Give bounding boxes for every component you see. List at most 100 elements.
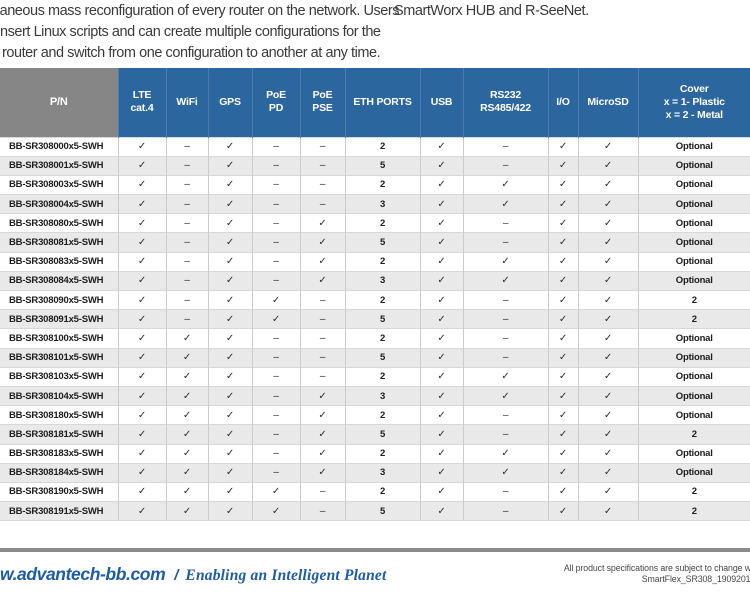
check-mark: ✓	[577, 405, 638, 425]
check-mark: ✓	[419, 405, 463, 425]
pn-cell: BB-SR308080x5-SWH	[0, 213, 118, 233]
value-cell: 5	[344, 424, 420, 444]
check-mark: ✓	[577, 213, 638, 233]
value-cell: Optional	[637, 328, 750, 349]
check-mark: ✓	[117, 501, 166, 522]
check-mark: ✓	[577, 501, 638, 522]
value-cell: Optional	[637, 405, 750, 425]
check-mark: ✓	[419, 481, 463, 502]
value-cell: Optional	[637, 155, 750, 176]
column-header-p-n: P/N	[0, 68, 118, 137]
value-cell: 3	[344, 194, 420, 214]
check-mark: ✓	[547, 194, 578, 214]
dash-mark: –	[251, 328, 300, 349]
table-row: BB-SR308091x5-SWH ✓ – ✓ ✓ –5 ✓ – ✓ ✓ 2	[0, 309, 750, 329]
check-mark: ✓	[547, 347, 578, 368]
table-row: BB-SR308081x5-SWH ✓ – ✓ – ✓ 5 ✓ – ✓ ✓ Optional	[0, 232, 750, 253]
check-mark: ✓	[547, 174, 578, 195]
dash-mark: –	[251, 213, 300, 233]
value-cell: Optional	[637, 251, 750, 272]
dash-mark: –	[165, 232, 208, 253]
dash-mark: –	[462, 328, 548, 349]
intro-line-1: taneous mass reconfiguration of every ro…	[0, 3, 400, 19]
dash-mark: –	[462, 481, 548, 502]
pn-cell: BB-SR308104x5-SWH	[0, 385, 118, 406]
dash-mark: –	[165, 213, 208, 233]
dash-mark: –	[462, 405, 548, 425]
table-row: BB-SR308184x5-SWH ✓ ✓ ✓ – ✓ 3 ✓ ✓ ✓ ✓ Optional	[0, 462, 750, 483]
footer-separator: /	[174, 567, 179, 584]
check-mark: ✓	[419, 366, 463, 387]
check-mark: ✓	[547, 270, 578, 291]
dash-mark: –	[165, 270, 208, 291]
check-mark: ✓	[462, 251, 548, 272]
dash-mark: –	[462, 309, 548, 329]
footer-brand-line: w.advantech-bb.com / Enabling an Intellige…	[0, 564, 387, 585]
check-mark: ✓	[577, 443, 638, 464]
check-mark: ✓	[251, 289, 300, 310]
check-mark: ✓	[117, 405, 166, 425]
dash-mark: –	[299, 174, 345, 195]
check-mark: ✓	[117, 174, 166, 195]
check-mark: ✓	[207, 155, 252, 176]
value-cell: 2	[344, 251, 420, 272]
table-body: BB-SR308000x5-SWH ✓ – ✓ – –2 ✓ – ✓ ✓ Optional BB-SR…	[0, 136, 750, 522]
pn-cell: BB-SR308084x5-SWH	[0, 270, 118, 291]
dash-mark: –	[462, 347, 548, 368]
pn-cell: BB-SR308000x5-SWH	[0, 136, 118, 157]
check-mark: ✓	[207, 213, 252, 233]
check-mark: ✓	[165, 481, 208, 502]
footer-website-link[interactable]: w.advantech-bb.com	[0, 564, 166, 584]
dash-mark: –	[165, 289, 208, 310]
table-row: BB-SR308180x5-SWH ✓ ✓ ✓ – ✓ 2 ✓ – ✓ ✓ Optional	[0, 405, 750, 425]
pn-cell: BB-SR308183x5-SWH	[0, 443, 118, 464]
check-mark: ✓	[207, 481, 252, 502]
check-mark: ✓	[577, 366, 638, 387]
pn-cell: BB-SR308003x5-SWH	[0, 174, 118, 195]
dash-mark: –	[299, 328, 345, 349]
check-mark: ✓	[419, 328, 463, 349]
value-cell: Optional	[637, 213, 750, 233]
pn-cell: BB-SR308100x5-SWH	[0, 328, 118, 349]
column-header-rs232: RS232 RS485/422	[462, 68, 548, 137]
check-mark: ✓	[419, 347, 463, 368]
dash-mark: –	[299, 501, 345, 522]
table-row: BB-SR308080x5-SWH ✓ – ✓ – ✓ 2 ✓ – ✓ ✓ Optional	[0, 213, 750, 233]
check-mark: ✓	[462, 366, 548, 387]
column-header-poe: PoE PSE	[299, 68, 345, 137]
value-cell: Optional	[637, 270, 750, 291]
dash-mark: –	[251, 385, 300, 406]
dash-mark: –	[251, 462, 300, 483]
dash-mark: –	[462, 289, 548, 310]
dash-mark: –	[251, 366, 300, 387]
dash-mark: –	[299, 194, 345, 214]
intro-paragraph: taneous mass reconfiguration of every ro…	[0, 1, 400, 64]
footer-note: All product specifications are subject t…	[340, 563, 750, 585]
check-mark: ✓	[547, 309, 578, 329]
check-mark: ✓	[419, 462, 463, 483]
check-mark: ✓	[251, 501, 300, 522]
value-cell: 2	[344, 328, 420, 349]
check-mark: ✓	[117, 213, 166, 233]
dash-mark: –	[299, 136, 345, 157]
check-mark: ✓	[207, 443, 252, 464]
dash-mark: –	[165, 136, 208, 157]
check-mark: ✓	[207, 366, 252, 387]
check-mark: ✓	[117, 462, 166, 483]
check-mark: ✓	[462, 385, 548, 406]
check-mark: ✓	[419, 251, 463, 272]
pn-cell: BB-SR308181x5-SWH	[0, 424, 118, 444]
value-cell: 2	[344, 174, 420, 195]
column-header-i-o: I/O	[547, 68, 578, 137]
check-mark: ✓	[419, 443, 463, 464]
check-mark: ✓	[207, 136, 252, 157]
check-mark: ✓	[299, 251, 345, 272]
table-row: BB-SR308190x5-SWH ✓ ✓ ✓ ✓ –2 ✓ – ✓ ✓ 2	[0, 481, 750, 502]
table-row: BB-SR308100x5-SWH ✓ ✓ ✓ – –2 ✓ – ✓ ✓ Optional	[0, 328, 750, 349]
column-header-eth-ports: ETH PORTS	[344, 68, 420, 137]
check-mark: ✓	[299, 270, 345, 291]
check-mark: ✓	[577, 194, 638, 214]
dash-mark: –	[462, 501, 548, 522]
footer-note-line1: All product specifications are subject t…	[563, 563, 750, 573]
table-row: BB-SR308181x5-SWH ✓ ✓ ✓ – ✓ 5 ✓ – ✓ ✓ 2	[0, 424, 750, 444]
